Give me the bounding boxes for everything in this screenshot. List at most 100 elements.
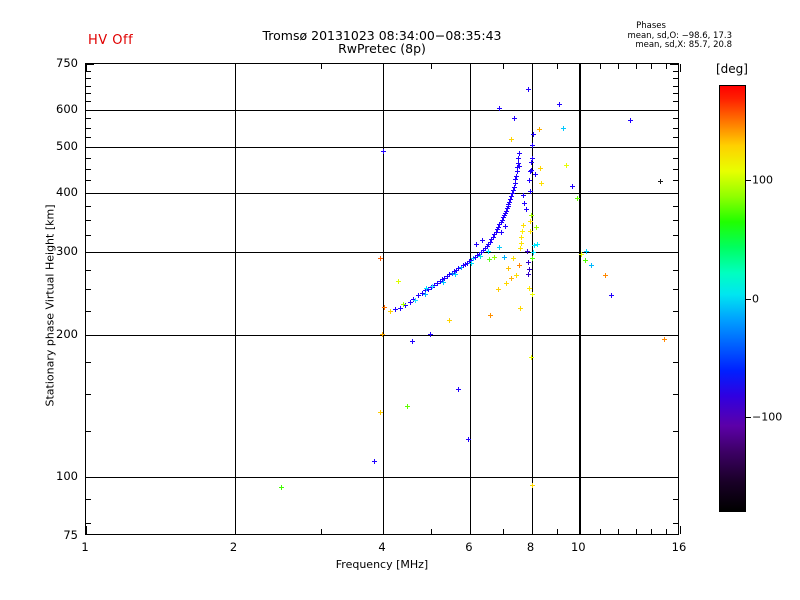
data-point (515, 165, 521, 171)
y-tick-label: 400 (56, 184, 78, 199)
data-point (486, 249, 492, 255)
data-point (498, 229, 504, 235)
axis-tick-y (673, 137, 678, 139)
data-point (584, 248, 590, 254)
data-point (501, 215, 506, 221)
gridline-horizontal (86, 477, 678, 479)
data-point (467, 259, 473, 265)
gridline-horizontal (86, 109, 678, 112)
axis-tick-y (86, 393, 91, 395)
axis-tick-y (86, 109, 94, 111)
data-point (419, 290, 425, 296)
ionogram-plot-area[interactable] (85, 63, 681, 535)
phase-stats-heading: Phases (636, 21, 666, 31)
data-point (498, 220, 504, 226)
chart-title: Tromsø 20131023 08:34:00−08:35:43 (262, 28, 502, 43)
data-point (509, 275, 515, 281)
data-point (509, 136, 515, 142)
data-point (475, 253, 481, 259)
axis-tick-x (618, 64, 620, 69)
data-point (481, 247, 487, 253)
data-point (534, 224, 540, 230)
data-point (512, 115, 518, 121)
axis-tick-x (680, 64, 681, 72)
axis-tick-x (635, 529, 637, 534)
data-point (465, 260, 471, 266)
axis-tick-x (579, 64, 581, 72)
axis-tick-y (673, 157, 678, 159)
data-point (511, 184, 517, 190)
data-point (495, 286, 501, 292)
data-point (515, 160, 521, 166)
data-point (398, 305, 404, 311)
data-point (423, 291, 429, 297)
phase-colorbar[interactable] (719, 85, 746, 512)
axis-tick-y (670, 147, 678, 149)
axis-tick-y (670, 192, 678, 194)
axis-tick-y (673, 220, 678, 222)
data-point (477, 252, 483, 258)
data-point (456, 387, 462, 393)
data-point (434, 281, 440, 287)
data-point (423, 288, 429, 294)
data-point (528, 219, 534, 225)
data-point (506, 201, 512, 207)
x-axis-title: Frequency [MHz] (335, 558, 429, 571)
axis-tick-y (86, 522, 91, 524)
data-point (657, 178, 663, 184)
axis-tick-y (673, 78, 678, 80)
data-point (463, 262, 469, 267)
axis-tick-y (670, 334, 678, 336)
axis-tick-x (469, 64, 471, 72)
data-point (416, 293, 422, 299)
axis-tick-y (673, 118, 678, 120)
data-point (563, 162, 569, 168)
data-point (628, 117, 633, 123)
gridline-horizontal (86, 251, 678, 254)
data-point (499, 217, 505, 223)
colorbar-tick-label: 100 (752, 173, 773, 187)
axis-tick-x (599, 64, 601, 69)
data-point (426, 286, 432, 292)
hv-status-label: HV Off (88, 33, 134, 48)
data-point (534, 241, 540, 247)
data-point (536, 126, 542, 132)
axis-tick-x (680, 526, 681, 534)
data-point (530, 482, 536, 488)
axis-tick-y (673, 393, 678, 395)
x-tick-label: 10 (570, 540, 586, 554)
data-point (509, 194, 515, 200)
axis-tick-x (430, 64, 432, 69)
x-tick-label: 4 (378, 540, 386, 554)
data-point (501, 254, 507, 260)
data-point (529, 256, 535, 262)
y-tick-label: 100 (56, 469, 78, 484)
data-point (428, 332, 434, 338)
data-point (519, 234, 525, 240)
phase-stats-x: mean, sd,X: 85.7, 20.8 (635, 40, 732, 51)
colorbar-tick-mark (746, 298, 751, 300)
data-point (393, 307, 399, 313)
axis-tick-y (86, 220, 91, 222)
data-point (469, 257, 475, 263)
data-point (516, 150, 522, 156)
axis-tick-x (86, 526, 87, 534)
gridline-vertical (469, 64, 472, 534)
data-point (518, 305, 523, 311)
axis-tick-y (673, 289, 678, 291)
data-point (538, 166, 544, 172)
axis-tick-y (673, 310, 678, 312)
data-point (514, 173, 520, 179)
colorbar-tick-label: −100 (752, 410, 783, 424)
data-point (491, 234, 496, 240)
gridline-vertical (383, 64, 385, 534)
axis-tick-x (321, 529, 323, 534)
y-tick-label: 600 (56, 101, 78, 116)
data-point (504, 206, 510, 212)
data-point (532, 172, 538, 178)
data-point (583, 257, 589, 263)
data-point (449, 270, 455, 276)
data-point (408, 300, 414, 306)
axis-tick-x (599, 529, 601, 534)
data-point (381, 304, 387, 310)
